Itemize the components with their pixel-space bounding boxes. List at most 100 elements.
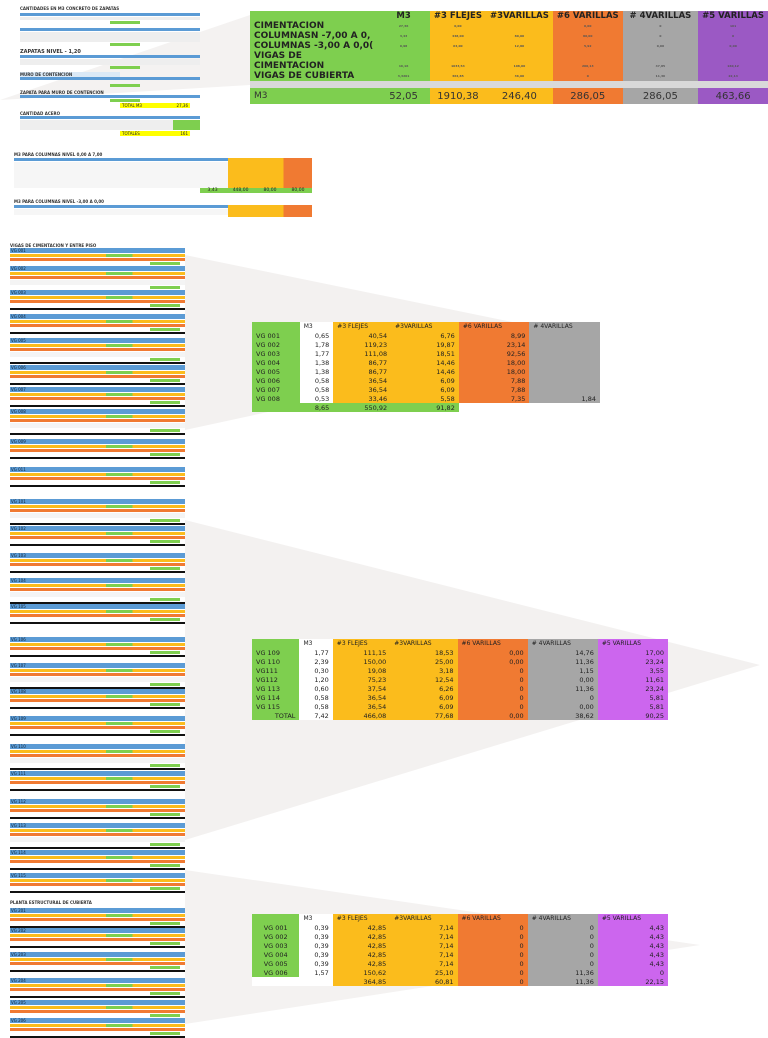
table-row: VG 004 0,39 42,85 7,14 0 0 4,43 bbox=[252, 950, 668, 959]
cell: 92,56 bbox=[458, 349, 530, 358]
row-label: COLUMNASN -7,00 A 0, bbox=[250, 31, 378, 41]
col-total-varillas3: 80,00 bbox=[263, 188, 277, 193]
row-label: VG 002 bbox=[252, 932, 300, 941]
cell: 4,43 bbox=[597, 950, 668, 959]
col-header: #3VARILLAS bbox=[485, 11, 553, 21]
cell: 0,39 bbox=[299, 959, 333, 968]
cell: 111,15 bbox=[332, 648, 391, 657]
row-label: COLUMNAS -3,00 A 0,0( bbox=[250, 41, 378, 51]
col-header: #6 VARILLAS bbox=[552, 11, 623, 21]
total-value: 1910,38 bbox=[429, 88, 486, 104]
cell: 4,43 bbox=[597, 959, 668, 968]
col-total-m3: 3,43 bbox=[207, 188, 218, 193]
viga-block: VG 206 bbox=[10, 1018, 185, 1038]
cell: 0 bbox=[527, 932, 598, 941]
zapata-muro-title: ZAPATA PARA MURO DE CONTENCION bbox=[20, 90, 104, 95]
viga-block: VG 005 bbox=[10, 338, 185, 364]
col-header: #6 VARILLAS bbox=[457, 639, 528, 648]
viga-block: VG 101 bbox=[10, 499, 185, 525]
cell: 0,00 bbox=[527, 675, 598, 684]
cell: 0 bbox=[698, 31, 768, 41]
col-header bbox=[252, 639, 300, 648]
cell: 42,85 bbox=[332, 923, 391, 932]
cell: 4,43 bbox=[597, 923, 668, 932]
row-label: VG 006 bbox=[252, 968, 300, 977]
row-label: VG 006 bbox=[252, 376, 300, 385]
cell: 12,80 bbox=[485, 41, 553, 51]
row-label: VIGAS DE CUBIERTA bbox=[250, 71, 378, 81]
total-value: 286,05 bbox=[552, 88, 623, 104]
cell: 64,00 bbox=[429, 41, 486, 51]
col-header: #5 VARILLAS bbox=[597, 914, 668, 923]
total-value: 52,05 bbox=[377, 88, 430, 104]
vigas-table-1: M3 #3 FLEJES #3VARILLAS #6 VARILLAS # 4VARIL… bbox=[252, 322, 600, 412]
cell: 0 bbox=[527, 959, 598, 968]
col-header: #3 FLEJES bbox=[332, 914, 391, 923]
cell: 4,43 bbox=[597, 941, 668, 950]
cell: 0,39 bbox=[299, 950, 333, 959]
cell: 0 bbox=[527, 941, 598, 950]
col-header: #3VARILLAS bbox=[391, 322, 459, 331]
cell: 0 bbox=[622, 21, 699, 31]
total-value: 286,05 bbox=[622, 88, 699, 104]
viga-block-label: VG 106 bbox=[10, 637, 185, 642]
total-cell: 364,85 bbox=[332, 977, 391, 986]
viga-block: VG 004 bbox=[10, 314, 185, 334]
row-label: VG 005 bbox=[252, 367, 300, 376]
cell: 0,39 bbox=[299, 941, 333, 950]
cell: 42,85 bbox=[332, 959, 391, 968]
cell: 47,85 bbox=[622, 61, 699, 71]
table-row: VG 114 0,58 36,54 6,09 0 0 5,81 bbox=[252, 693, 668, 702]
cell: 5,92 bbox=[552, 41, 623, 51]
table-row: VG 002 1,78 119,23 19,87 23,14 bbox=[252, 340, 600, 349]
cell: 11,61 bbox=[597, 675, 668, 684]
cell: 0 bbox=[457, 968, 528, 977]
cell bbox=[529, 367, 600, 376]
cell: 19,08 bbox=[332, 666, 391, 675]
viga-block: VG 011 bbox=[10, 467, 185, 487]
total-m3-label: TOTAL M3 bbox=[122, 103, 142, 108]
cell: 7,88 bbox=[458, 385, 530, 394]
table-row: VG 113 0,60 37,54 6,26 0 11,36 23,24 bbox=[252, 684, 668, 693]
viga-block: VG 006 bbox=[10, 365, 185, 385]
viga-block-label: VG 111 bbox=[10, 771, 185, 776]
viga-block: VG 205 bbox=[10, 1000, 185, 1020]
table-row: VG112 1,20 75,23 12,54 0 0,00 11,61 bbox=[252, 675, 668, 684]
row-label: VG112 bbox=[252, 675, 300, 684]
viga-block-label: VG 101 bbox=[10, 499, 185, 504]
table-row: VG 003 0,39 42,85 7,14 0 0 4,43 bbox=[252, 941, 668, 950]
table-row: VG 004 1,38 86,77 14,46 18,00 bbox=[252, 358, 600, 367]
row-label: VG 004 bbox=[252, 950, 300, 959]
cell: 1,38 bbox=[299, 358, 334, 367]
cell: 7,14 bbox=[390, 923, 458, 932]
row-label: VG 004 bbox=[252, 358, 300, 367]
col-header: M3 bbox=[299, 322, 334, 331]
cell: 6,26 bbox=[390, 684, 458, 693]
cell: 23,14 bbox=[458, 340, 530, 349]
total-cell: 22,15 bbox=[597, 977, 668, 986]
cell: 0,58 bbox=[299, 702, 333, 711]
cell: 0 bbox=[622, 31, 699, 41]
viga-block-label: VG 109 bbox=[10, 716, 185, 721]
viga-block: VG 114 bbox=[10, 850, 185, 870]
viga-block: VG 110 bbox=[10, 744, 185, 770]
cell: 25,00 bbox=[390, 657, 458, 666]
cell: 7,88 bbox=[458, 376, 530, 385]
viga-block-label: VG 009 bbox=[10, 439, 185, 444]
viga-block-label: VG 002 bbox=[10, 266, 185, 271]
total-cell: 38,62 bbox=[527, 711, 598, 720]
cell bbox=[377, 51, 430, 61]
total-cell: 466,08 bbox=[332, 711, 391, 720]
total-cell: 7,42 bbox=[299, 711, 333, 720]
cell: 0 bbox=[527, 950, 598, 959]
cell: 36,54 bbox=[332, 702, 391, 711]
row-label: VG 114 bbox=[252, 693, 300, 702]
viga-block-label: VG 103 bbox=[10, 553, 185, 558]
viga-block: VG 106 bbox=[10, 637, 185, 657]
cell: 11,36 bbox=[622, 71, 699, 81]
cell: 6,09 bbox=[390, 702, 458, 711]
table-row: VG 001 0,65 40,54 6,76 8,99 bbox=[252, 331, 600, 340]
total-label: M3 bbox=[250, 88, 378, 104]
summary-table: M3 #3 FLEJES #3VARILLAS #6 VARILLAS # 4VARIL… bbox=[250, 11, 768, 104]
cell: 36,54 bbox=[332, 693, 391, 702]
